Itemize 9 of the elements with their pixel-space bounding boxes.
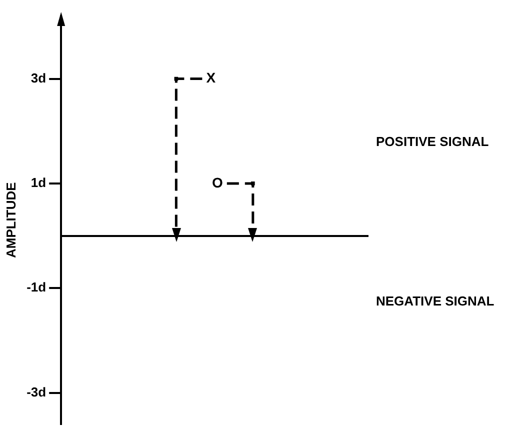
text: POSITIVE SIGNAL [376, 134, 489, 150]
text: NEGATIVE SIGNAL [376, 293, 494, 308]
y-axis-title: AMPLITUDE [3, 182, 18, 258]
text: O [212, 174, 224, 190]
y-tick-label: 1d [30, 175, 46, 190]
y-tick-label: 3d [30, 70, 46, 86]
y-tick-label: -1d [26, 280, 46, 295]
y-tick-label: -3d [26, 384, 46, 400]
text: X [206, 70, 216, 86]
